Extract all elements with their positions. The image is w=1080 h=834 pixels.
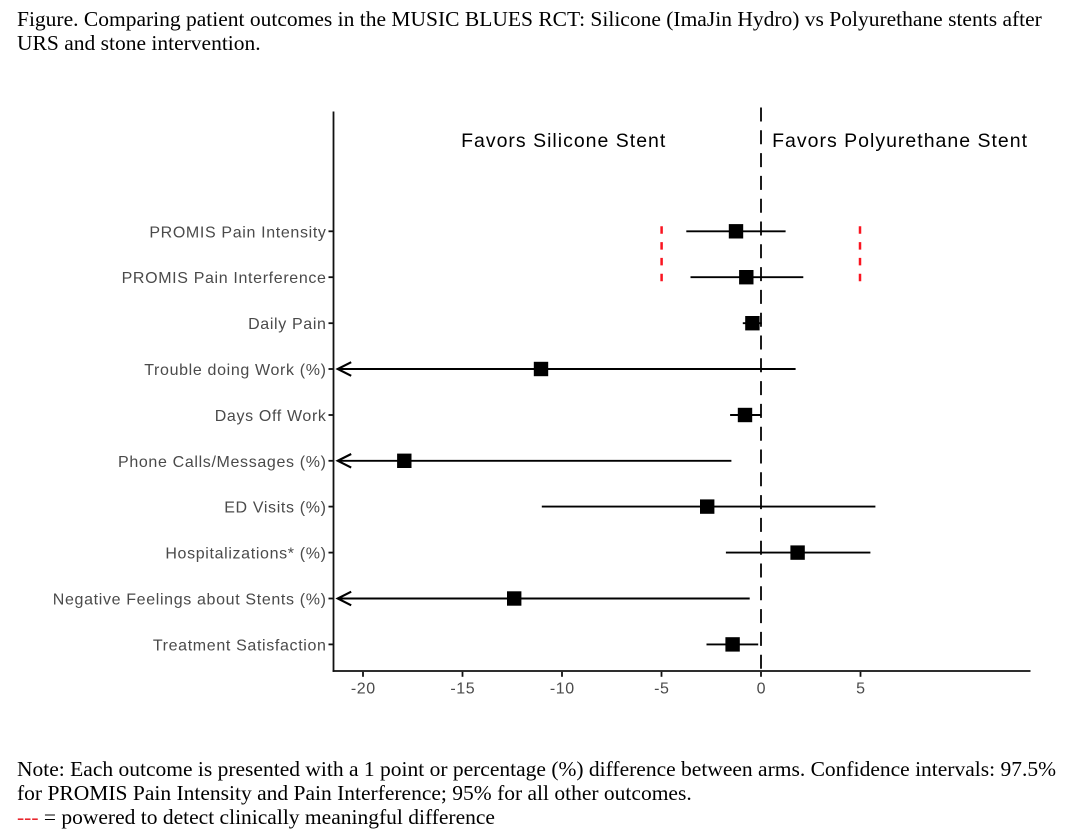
svg-text:5: 5: [856, 680, 865, 697]
svg-text:PROMIS Pain Intensity: PROMIS Pain Intensity: [149, 224, 326, 241]
svg-text:for PROMIS Pain Intensity and: for PROMIS Pain Intensity and Pain Inter…: [17, 781, 692, 805]
svg-text:Favors Polyurethane Stent: Favors Polyurethane Stent: [772, 130, 1028, 152]
svg-text:-15: -15: [450, 680, 475, 697]
svg-text:ED Visits (%): ED Visits (%): [224, 500, 326, 517]
svg-text:URS and stone intervention.: URS and stone intervention.: [17, 31, 261, 55]
svg-text:Negative Feelings about Stents: Negative Feelings about Stents (%): [53, 592, 327, 609]
svg-text:PROMIS Pain Interference: PROMIS Pain Interference: [122, 270, 327, 287]
svg-text:0: 0: [757, 680, 766, 697]
svg-text:Days Off Work: Days Off Work: [215, 408, 327, 425]
svg-text:Favors Silicone Stent: Favors Silicone Stent: [461, 130, 666, 152]
svg-text:Phone Calls/Messages (%): Phone Calls/Messages (%): [118, 454, 327, 471]
svg-text:-10: -10: [550, 680, 575, 697]
svg-text:--- = powered to detect clinic: --- = powered to detect clinically meani…: [17, 805, 495, 829]
svg-text:Trouble doing Work (%): Trouble doing Work (%): [144, 362, 326, 379]
svg-text:-20: -20: [351, 680, 376, 697]
svg-text:Figure. Comparing patient outc: Figure. Comparing patient outcomes in th…: [17, 7, 1042, 31]
svg-text:Daily Pain: Daily Pain: [248, 316, 327, 333]
svg-text:Treatment Satisfaction: Treatment Satisfaction: [153, 637, 327, 654]
svg-text:Hospitalizations* (%): Hospitalizations* (%): [165, 546, 326, 563]
svg-text:Note: Each outcome is presente: Note: Each outcome is presented with a 1…: [17, 757, 1056, 781]
svg-text:-5: -5: [654, 680, 669, 697]
